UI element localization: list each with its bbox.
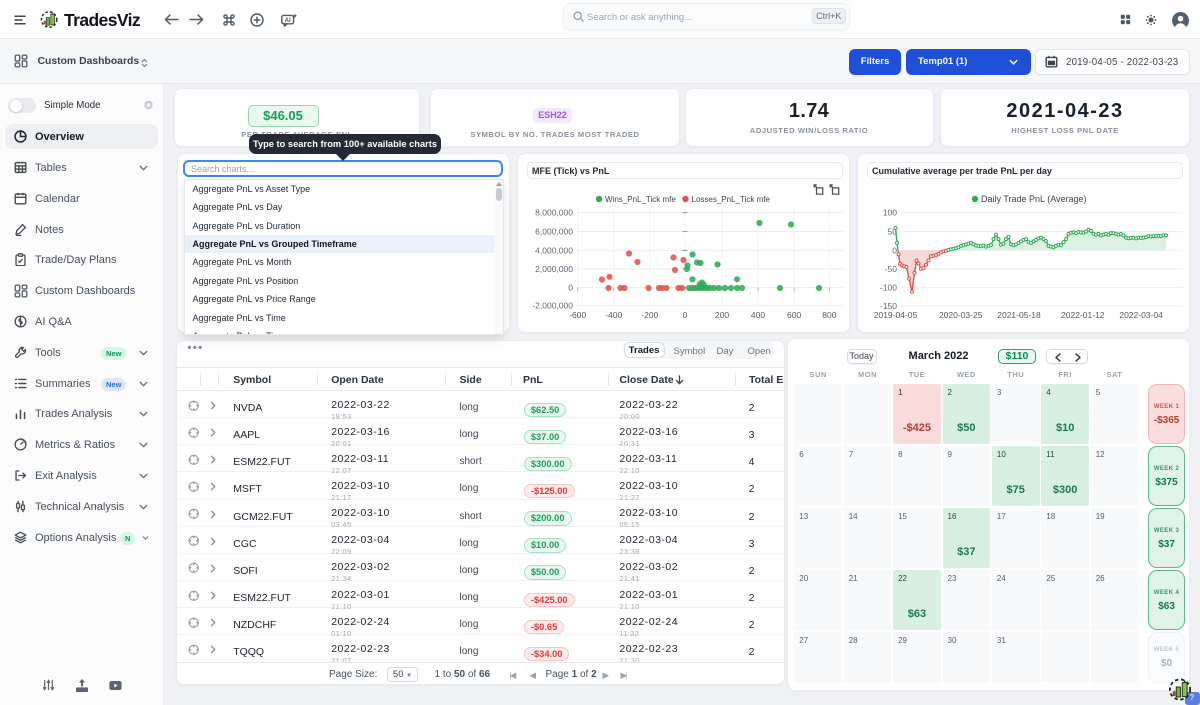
svg-text:800: 800 xyxy=(822,310,836,320)
svg-text:-2,000,000: -2,000,000 xyxy=(532,301,573,311)
svg-text:200: 200 xyxy=(715,310,729,320)
svg-text:600: 600 xyxy=(787,310,801,320)
svg-text:-100: -100 xyxy=(880,283,897,293)
svg-text:400: 400 xyxy=(751,310,765,320)
svg-text:-400: -400 xyxy=(605,310,622,320)
svg-text:2022-01-12: 2022-01-12 xyxy=(1061,310,1105,320)
svg-text:2022-03-04: 2022-03-04 xyxy=(1119,310,1163,320)
svg-text:-150: -150 xyxy=(880,301,897,311)
svg-text:AI: AI xyxy=(285,17,291,24)
svg-text:8,000,000: 8,000,000 xyxy=(535,208,573,218)
svg-text:Losses_PnL_Tick mfe: Losses_PnL_Tick mfe xyxy=(692,195,771,204)
svg-text:4,000,000: 4,000,000 xyxy=(535,245,573,255)
svg-text:50: 50 xyxy=(888,227,898,237)
svg-text:-200: -200 xyxy=(641,310,658,320)
svg-text:-600: -600 xyxy=(569,310,586,320)
svg-text:0: 0 xyxy=(892,245,897,255)
svg-text:2019-04-05: 2019-04-05 xyxy=(874,310,918,320)
svg-text:Daily Trade PnL (Average): Daily Trade PnL (Average) xyxy=(981,194,1087,204)
svg-text:2021-05-18: 2021-05-18 xyxy=(997,310,1041,320)
svg-text:2020-03-25: 2020-03-25 xyxy=(939,310,983,320)
svg-text:0: 0 xyxy=(683,310,688,320)
svg-text:-50: -50 xyxy=(885,264,898,274)
svg-text:2,000,000: 2,000,000 xyxy=(535,264,573,274)
svg-text:100: 100 xyxy=(883,208,897,218)
svg-text:Wins_PnL_Tick mfe: Wins_PnL_Tick mfe xyxy=(605,195,676,204)
svg-text:0: 0 xyxy=(568,283,573,293)
svg-text:6,000,000: 6,000,000 xyxy=(535,227,573,237)
